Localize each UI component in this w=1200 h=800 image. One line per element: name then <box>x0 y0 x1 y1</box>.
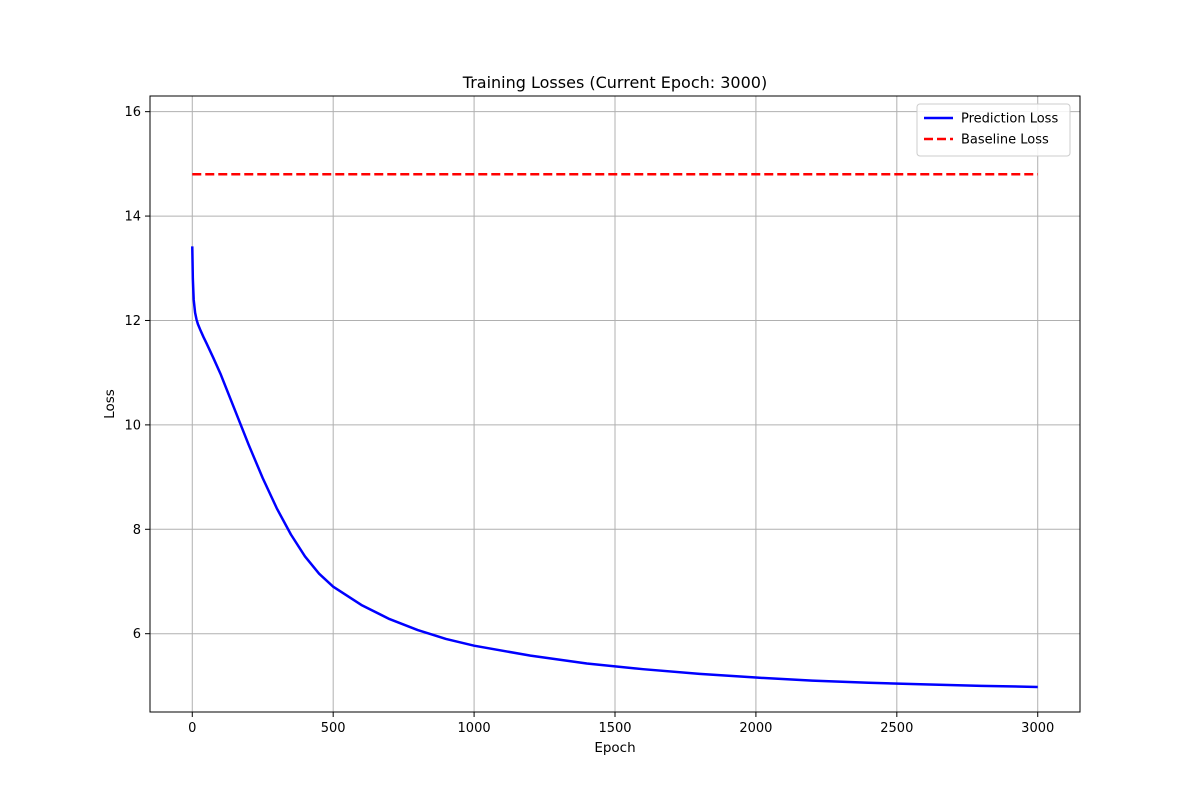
y-tick-label: 10 <box>124 418 141 433</box>
series-lines <box>191 173 1038 689</box>
legend-label: Prediction Loss <box>961 112 1058 127</box>
chart-title: Training Losses (Current Epoch: 3000) <box>462 73 767 92</box>
x-tick-label: 1500 <box>598 721 631 736</box>
x-tick-label: 1000 <box>458 721 491 736</box>
x-tick-label: 2500 <box>880 721 913 736</box>
axis-ticks: 0 500 1000 1500 2000 2500 3000 6 8 10 12 14 16 <box>124 105 1054 736</box>
legend: Prediction Loss Baseline Loss <box>916 103 1071 157</box>
y-tick-label: 14 <box>124 210 141 225</box>
grid-lines <box>150 96 1080 712</box>
x-axis-label: Epoch <box>594 740 635 756</box>
y-tick-label: 8 <box>133 523 141 538</box>
legend-box <box>916 103 1071 157</box>
x-tick-label: 2000 <box>739 721 772 736</box>
x-tick-label: 500 <box>321 721 346 736</box>
y-tick-label: 12 <box>124 314 141 329</box>
x-tick-label: 3000 <box>1021 721 1054 736</box>
y-axis-label: Loss <box>102 389 118 419</box>
legend-label: Baseline Loss <box>961 133 1049 148</box>
y-tick-label: 6 <box>133 627 141 642</box>
series-line-prediction-loss <box>191 246 1038 689</box>
x-tick-label: 0 <box>188 721 196 736</box>
y-tick-label: 16 <box>124 105 141 120</box>
